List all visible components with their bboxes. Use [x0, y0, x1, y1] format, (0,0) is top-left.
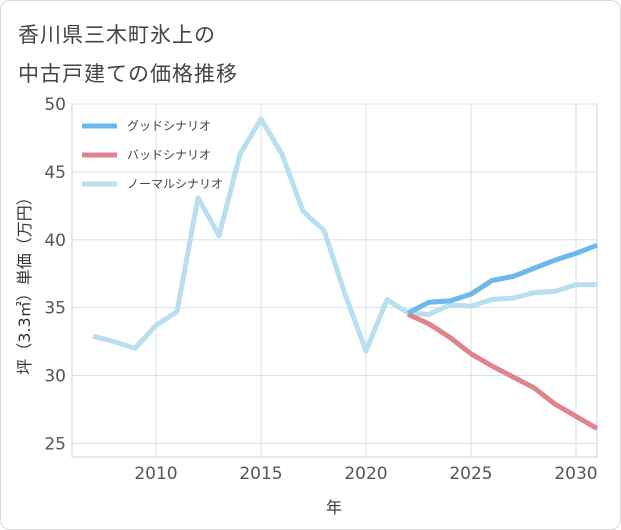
x-tick-label: 2030	[554, 464, 597, 484]
series-line-1	[406, 242, 598, 316]
x-tick-label: 2020	[344, 464, 387, 484]
axis-ticks: 2010 2015 2020 2025 2030 25 30 35 40 45 50	[44, 95, 597, 484]
x-axis-title: 年	[326, 498, 342, 517]
x-tick-label: 2015	[239, 464, 282, 484]
chart-title-line-2: 中古戸建ての価格推移	[18, 62, 238, 86]
y-tick-label: 40	[44, 231, 66, 251]
y-tick-label: 50	[44, 95, 66, 115]
y-tick-label: 35	[44, 299, 66, 319]
legend-label: グッドシナリオ	[127, 119, 211, 133]
y-tick-label: 30	[44, 367, 66, 387]
y-tick-label: 45	[44, 163, 66, 183]
plot-area	[71, 103, 598, 458]
chart-title-line-1: 香川県三木町氷上の	[18, 23, 216, 47]
legend-label: バッドシナリオ	[127, 148, 211, 162]
x-tick-label: 2010	[134, 464, 177, 484]
series-lines	[92, 116, 599, 431]
legend-label: ノーマルシナリオ	[127, 177, 223, 191]
x-tick-label: 2025	[449, 464, 492, 484]
y-axis-title: 坪（3.3㎡）単価（万円）	[15, 189, 34, 374]
y-tick-label: 25	[44, 434, 66, 454]
series-line-2	[406, 312, 599, 431]
series-line-3	[92, 116, 597, 354]
